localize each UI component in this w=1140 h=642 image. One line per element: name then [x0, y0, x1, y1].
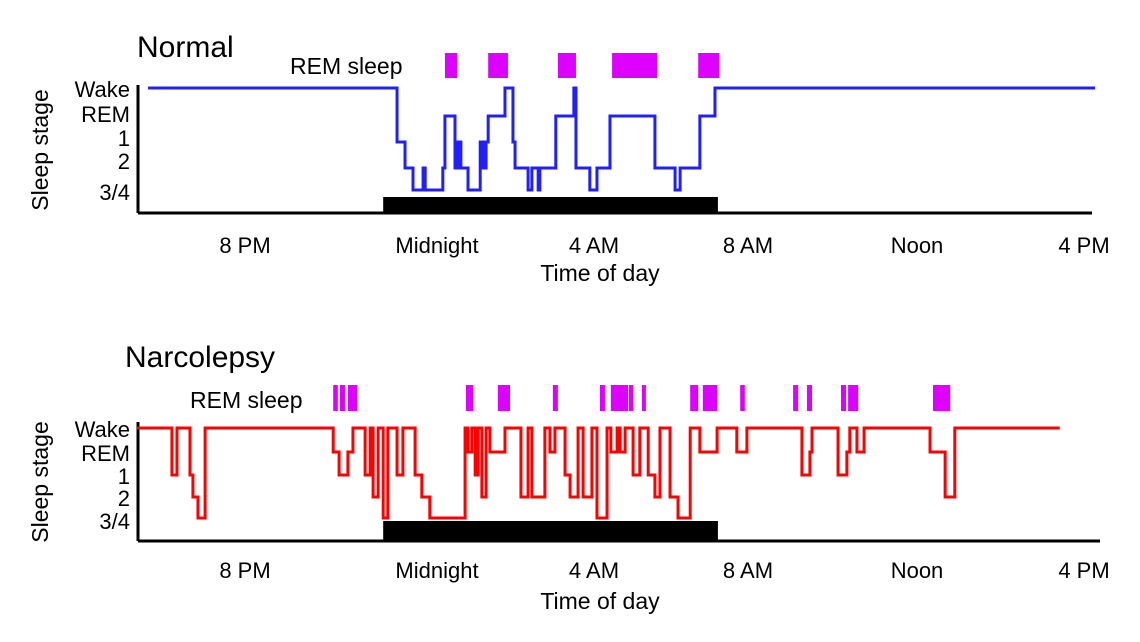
rem-period-bar: [840, 385, 847, 411]
x-tick-label: 4 AM: [569, 558, 619, 583]
rem-period-bar: [641, 385, 646, 411]
y-tick-label: 2: [118, 149, 130, 174]
x-tick-label: Midnight: [395, 558, 478, 583]
x-tick-label: 4 PM: [1058, 558, 1109, 583]
rem-period-bar: [599, 385, 605, 411]
rem-period-bar: [793, 385, 799, 411]
rem-period-bar: [612, 53, 658, 78]
x-tick-label: 8 PM: [219, 233, 270, 258]
y-tick-label: 2: [118, 486, 130, 511]
rem-sleep-label: REM sleep: [190, 387, 302, 413]
chart-narcolepsy: Narcolepsy REM sleep Sleep stage Time of…: [27, 341, 1110, 614]
sleep-period-bar: [383, 197, 718, 213]
y-tick-label: REM: [81, 102, 130, 127]
sleep-period-bar: [383, 521, 718, 541]
rem-period-bar: [848, 385, 859, 411]
rem-period-bar: [932, 385, 951, 411]
x-tick-label: 8 AM: [723, 233, 773, 258]
y-tick-label: 1: [118, 126, 130, 151]
y-tick-label: Wake: [75, 77, 130, 102]
rem-period-bar: [702, 385, 718, 411]
x-tick-label: 4 PM: [1058, 233, 1109, 258]
rem-period-bar: [690, 385, 699, 411]
x-axis-label: Time of day: [540, 260, 660, 286]
rem-period-bar: [740, 385, 745, 411]
x-tick-label: Noon: [891, 233, 944, 258]
y-tick-label: REM: [81, 441, 130, 466]
x-tick-label: 8 PM: [219, 558, 270, 583]
rem-period-bar: [552, 385, 558, 411]
rem-period-bar: [333, 385, 338, 411]
x-tick-label: Midnight: [395, 233, 478, 258]
rem-period-bar: [698, 53, 720, 78]
y-tick-label: 3/4: [99, 509, 130, 534]
rem-period-bar: [339, 385, 345, 411]
y-tick-label: 1: [118, 464, 130, 489]
chart-title: Narcolepsy: [125, 341, 275, 374]
rem-sleep-label: REM sleep: [290, 53, 402, 79]
y-axis-label: Sleep stage: [27, 89, 53, 210]
rem-period-bar: [465, 385, 474, 411]
rem-period-bar: [347, 385, 358, 411]
x-tick-label: Noon: [891, 558, 944, 583]
x-axis-label: Time of day: [540, 588, 660, 614]
rem-period-bar: [628, 385, 634, 411]
chart-title: Normal: [137, 31, 234, 64]
y-tick-label: 3/4: [99, 180, 130, 205]
y-tick-label: Wake: [75, 417, 130, 442]
rem-period-bar: [610, 385, 629, 411]
rem-period-bar: [806, 385, 812, 411]
y-axis-label: Sleep stage: [27, 421, 53, 542]
x-tick-label: 8 AM: [723, 558, 773, 583]
rem-period-bar: [497, 385, 511, 411]
hypnogram-line: [137, 426, 1060, 520]
chart-normal: Normal REM sleep Sleep stage Time of day…: [27, 31, 1110, 286]
x-tick-label: 4 AM: [569, 233, 619, 258]
rem-period-bar: [444, 53, 458, 78]
rem-period-bar: [488, 53, 508, 78]
hypnogram-line: [147, 86, 1096, 192]
rem-period-bar: [557, 53, 576, 78]
